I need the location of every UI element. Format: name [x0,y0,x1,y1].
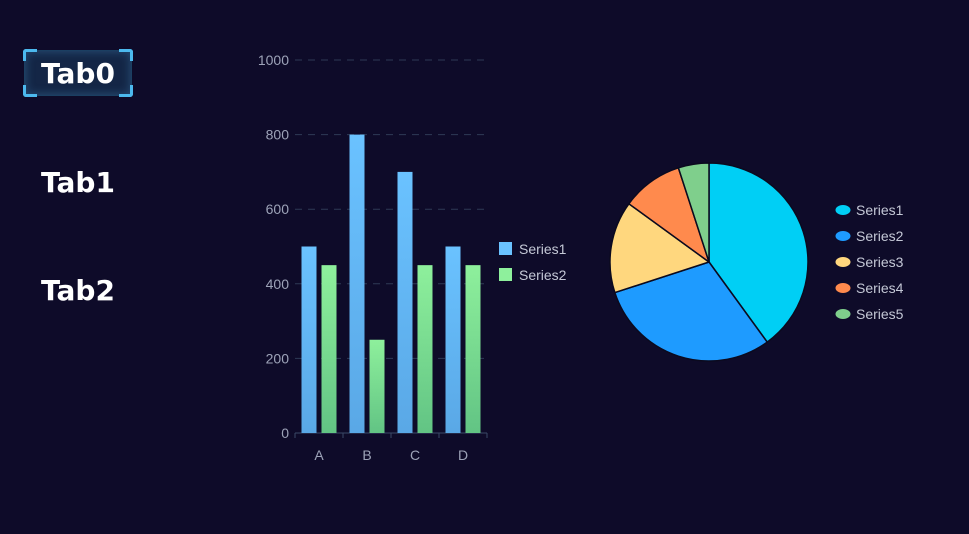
legend-label: Series5 [856,306,904,322]
bar-series1-d [445,246,461,433]
x-tick-label: C [410,447,420,463]
bar-series2-c [417,265,433,433]
x-tick-label: D [458,447,468,463]
pie-slice-series1 [708,162,809,343]
tab-list: Tab0 Tab1 Tab2 [0,0,200,534]
corner-decoration [119,49,133,61]
legend-label: Series4 [856,280,904,296]
bar-series2-b [369,339,385,433]
tab-2-label: Tab2 [41,273,115,307]
bar-chart: 0 200 400 600 800 1000 A B C D Series1 Series2 [258,52,567,463]
legend-label: Series2 [519,267,567,283]
legend-swatch [835,205,851,215]
bar-series1-a [301,246,317,433]
bar-series1-b [349,134,365,433]
corner-decoration [23,49,37,61]
bar-series2-a [321,265,337,433]
legend-swatch [835,257,851,267]
tab-0-label: Tab0 [41,56,115,90]
legend-label: Series1 [519,241,567,257]
x-tick-label: B [362,447,371,463]
y-tick-label: 200 [266,350,290,366]
corner-decoration [119,85,133,97]
y-tick-label: 600 [266,201,290,217]
x-tick-label: A [314,447,324,463]
legend-swatch [835,283,851,293]
legend-swatch [499,268,512,281]
legend-label: Series2 [856,228,904,244]
tab-1-label: Tab1 [41,165,115,199]
tab-1[interactable]: Tab1 [24,159,132,205]
pie-slice-series5 [677,162,710,263]
legend-label: Series3 [856,254,904,270]
corner-decoration [23,85,37,97]
y-tick-label: 800 [266,127,290,143]
y-tick-label: 1000 [258,52,289,68]
legend-label: Series1 [856,202,904,218]
tab-0[interactable]: Tab0 [23,49,133,97]
legend-swatch [835,309,851,319]
tab-2[interactable]: Tab2 [24,267,132,313]
bar-series2-d [465,265,481,433]
legend-swatch [835,231,851,241]
legend-swatch [499,242,512,255]
y-tick-label: 0 [281,425,289,441]
y-tick-label: 400 [266,276,290,292]
bar-series1-c [397,171,413,433]
pie-chart: Series1 Series2 Series3 Series4 Series5 [609,162,904,362]
pie-slice-series2 [614,261,768,362]
pie-slice-series3 [609,203,710,294]
